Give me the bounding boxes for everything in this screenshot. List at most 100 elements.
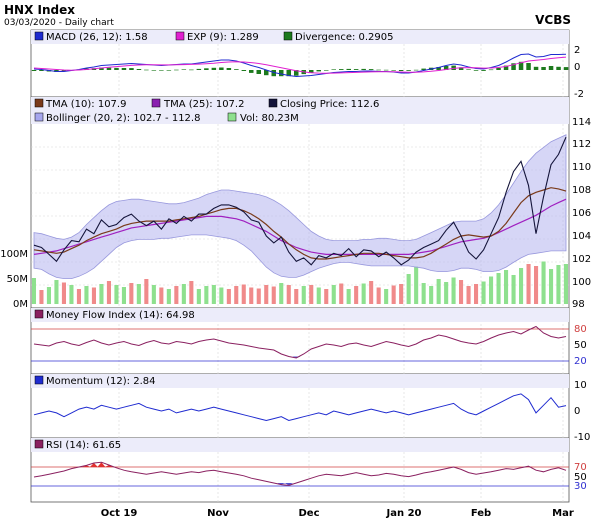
tma10-legend-label: TMA (10): 107.9 xyxy=(45,99,126,110)
macd-legend-band xyxy=(31,30,569,44)
volume-bar xyxy=(451,277,456,304)
volume-tick-label: 0M xyxy=(13,299,28,310)
x-tick-label: Nov xyxy=(207,508,229,519)
volume-bar xyxy=(324,289,329,304)
volume-bar xyxy=(31,278,36,304)
rsi-ytick-label: 30 xyxy=(574,481,587,492)
mfi-line xyxy=(33,325,567,359)
macd-divergence-bar xyxy=(518,61,524,70)
volume-legend-label: Vol: 80.23M xyxy=(240,113,299,124)
brand-label: VCBS xyxy=(535,13,571,27)
volume-bar xyxy=(39,290,44,304)
volume-legend-swatch xyxy=(227,112,237,122)
volume-bar xyxy=(189,281,194,304)
volume-bar xyxy=(294,289,299,304)
volume-bar xyxy=(361,283,366,304)
volume-bar xyxy=(399,284,404,304)
volume-bar xyxy=(76,289,81,304)
macd-divergence-bar xyxy=(511,63,516,70)
macd-divergence-bar xyxy=(563,67,569,70)
x-axis: Oct 19 Nov Dec Jan 20 Feb Mar xyxy=(101,508,574,519)
volume-bar xyxy=(301,286,306,304)
bollinger-legend-swatch xyxy=(34,112,44,122)
volume-bar xyxy=(249,287,254,304)
exp-legend-swatch xyxy=(175,31,185,41)
macd-divergence-bar xyxy=(181,69,187,70)
volume-bar xyxy=(316,287,321,304)
momentum-y-axis: 10 0 -10 xyxy=(574,380,590,443)
volume-bar xyxy=(181,284,186,304)
macd-divergence-bar xyxy=(361,68,366,70)
macd-divergence-bar xyxy=(189,69,194,71)
mfi-legend-band xyxy=(31,308,569,322)
macd-ytick-label: 2 xyxy=(574,45,580,56)
macd-divergence-bar xyxy=(309,70,314,73)
price-y-axis: 114 112 110 108 106 104 102 100 98 xyxy=(572,117,591,310)
close-legend-swatch xyxy=(268,98,278,108)
volume-bar xyxy=(376,287,381,304)
volume-bar xyxy=(166,289,171,304)
macd-divergence-bar xyxy=(271,70,276,77)
macd-divergence-bar xyxy=(533,66,539,70)
volume-bar xyxy=(526,264,531,304)
close-legend-label: Closing Price: 112.6 xyxy=(280,99,379,110)
macd-divergence-bar xyxy=(376,69,381,71)
macd-divergence-bar xyxy=(526,63,531,70)
momentum-legend-label: Momentum (12): 2.84 xyxy=(46,376,156,387)
tma10-legend-swatch xyxy=(34,98,44,108)
volume-bar xyxy=(151,285,156,304)
macd-divergence-bar xyxy=(436,67,441,70)
macd-divergence-bar xyxy=(136,69,142,70)
price-ytick-label: 102 xyxy=(572,254,591,265)
macd-divergence-bar xyxy=(294,70,299,76)
macd-divergence-bar xyxy=(241,70,247,71)
price-ytick-label: 112 xyxy=(572,139,591,150)
mfi-ytick-label: 80 xyxy=(574,324,587,335)
rsi-oversold-fill xyxy=(277,483,293,486)
macd-divergence-bar xyxy=(234,69,239,70)
momentum-ytick-label: 0 xyxy=(574,406,580,417)
volume-bar xyxy=(54,280,59,304)
volume-bar xyxy=(534,266,539,304)
volume-bar xyxy=(444,282,449,304)
volume-bar xyxy=(241,284,246,304)
x-tick-label: Feb xyxy=(471,508,491,519)
macd-divergence-bar xyxy=(488,69,494,71)
volume-bar xyxy=(519,268,524,304)
volume-bar xyxy=(459,280,464,304)
momentum-ytick-label: 10 xyxy=(574,380,587,391)
bollinger-legend-label: Bollinger (20, 2): 102.7 - 112.8 xyxy=(46,113,200,124)
tma-25-line xyxy=(33,198,567,255)
macd-divergence-bar xyxy=(249,70,254,73)
volume-bar xyxy=(204,286,209,304)
price-legend: TMA (10): 107.9 TMA (25): 107.2 Closing … xyxy=(34,98,379,124)
macd-divergence-bar xyxy=(286,70,291,77)
macd-ytick-label: 0 xyxy=(574,62,580,73)
volume-bar xyxy=(84,286,89,304)
macd-divergence-bar xyxy=(421,68,426,70)
macd-divergence-bar xyxy=(211,67,217,70)
chart-title: HNX Index xyxy=(4,3,75,17)
macd-divergence-bar xyxy=(398,70,404,71)
price-legend-band xyxy=(31,97,569,124)
volume-bar xyxy=(331,285,336,304)
mfi-legend-label: Money Flow Index (14): 64.98 xyxy=(46,310,195,321)
macd-divergence-bar xyxy=(406,70,411,71)
macd-divergence-bar xyxy=(99,67,104,70)
volume-bar xyxy=(286,285,291,304)
mfi-ytick-label: 20 xyxy=(574,356,587,367)
macd-divergence-bar xyxy=(473,70,479,71)
volume-bar xyxy=(136,284,141,304)
divergence-legend-label: Divergence: 0.2905 xyxy=(295,32,394,43)
macd-divergence-bar xyxy=(503,65,509,70)
volume-bar xyxy=(279,283,284,304)
volume-bar xyxy=(271,286,276,304)
macd-divergence-bar xyxy=(443,66,449,70)
volume-bar xyxy=(114,285,119,304)
volume-bar xyxy=(339,283,344,304)
volume-bar xyxy=(504,270,509,304)
momentum-legend-band xyxy=(31,374,569,388)
mfi-y-axis: 80 50 20 xyxy=(574,324,587,367)
volume-bar xyxy=(144,279,149,304)
volume-tick-label: 50M xyxy=(7,274,28,285)
